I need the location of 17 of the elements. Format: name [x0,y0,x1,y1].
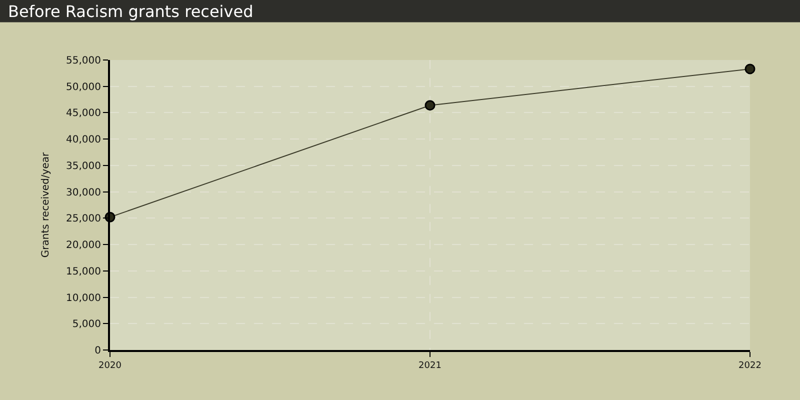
y-tick-label: 35,000 [66,160,101,172]
y-tick-label: 15,000 [66,266,101,278]
y-tick-label: 10,000 [66,292,101,304]
y-tick-label: 20,000 [66,240,101,252]
y-tick-label: 55,000 [66,56,101,66]
y-tick-label: 5,000 [72,319,101,330]
x-tick-label: 2020 [98,360,122,371]
y-tick-label: 25,000 [66,214,101,225]
y-tick-label: 0 [94,346,101,356]
y-axis-title: Grants received/year [40,152,52,258]
y-tick-label: 45,000 [66,108,101,120]
y-tick-label: 40,000 [66,134,101,146]
x-tick-label: 2022 [738,360,762,371]
chart-title: Before Racism grants received [8,2,254,22]
y-tick-label: 30,000 [66,187,101,198]
y-tick-label: 50,000 [66,82,101,93]
x-tick-label: 2021 [418,360,442,371]
